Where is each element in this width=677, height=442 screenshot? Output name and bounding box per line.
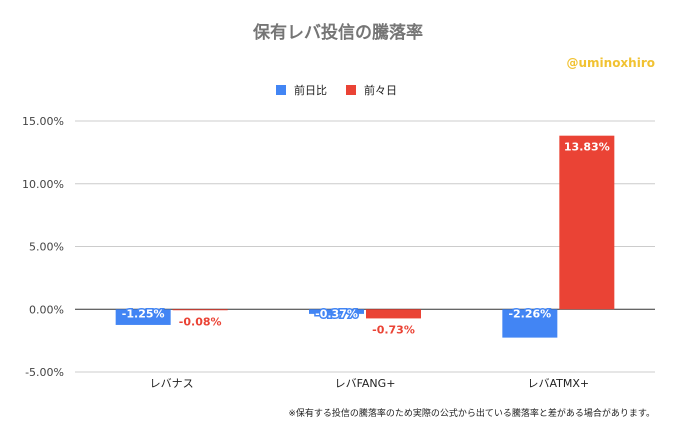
y-tick-label: -5.00% (25, 366, 64, 379)
x-category-label: レバナス (150, 377, 194, 390)
y-tick-label: 10.00% (22, 178, 64, 191)
legend-label-1: 前日比 (294, 83, 327, 97)
data-label: -0.73% (372, 323, 415, 336)
bar-two-days-1 (172, 309, 228, 311)
legend-swatch-1 (276, 85, 286, 95)
data-label: -2.26% (508, 307, 551, 320)
data-labels: レバナス -1.25% -0.08% レバFANG+ -0.37% -0.73% レバATM… (120, 141, 610, 390)
legend-swatch-2 (346, 85, 356, 95)
bar-two-days-2 (366, 309, 421, 319)
footnote: ※保有する投信の騰落率のため実際の公式から出ている騰落率と差がある場合があります… (288, 407, 655, 419)
chart-title: 保有レバ投信の騰落率 (252, 22, 423, 43)
gridlines: 15.00% 10.00% 5.00% 0.00% -5.00% (22, 115, 655, 379)
bar-prev-day-1 (115, 309, 171, 325)
x-category-label: レバFANG+ (335, 377, 396, 390)
legend: 前日比 前々日 (276, 83, 397, 97)
bar-prev-day-3 (502, 309, 558, 338)
y-tick-label: 15.00% (22, 115, 64, 128)
x-category-label: レバATMX+ (528, 377, 590, 390)
data-label: 13.83% (564, 141, 610, 154)
data-label: -1.25% (122, 307, 165, 320)
bar-prev-day-2 (309, 309, 364, 314)
legend-label-2: 前々日 (364, 83, 397, 97)
y-tick-label: 5.00% (29, 241, 64, 254)
bar-two-days-3 (559, 135, 615, 310)
y-tick-label: 0.00% (29, 303, 64, 316)
data-label: -0.08% (179, 315, 222, 328)
data-label: -0.37% (315, 307, 358, 320)
watermark-handle: @uminoxhiro (566, 56, 655, 70)
bars (115, 135, 615, 338)
